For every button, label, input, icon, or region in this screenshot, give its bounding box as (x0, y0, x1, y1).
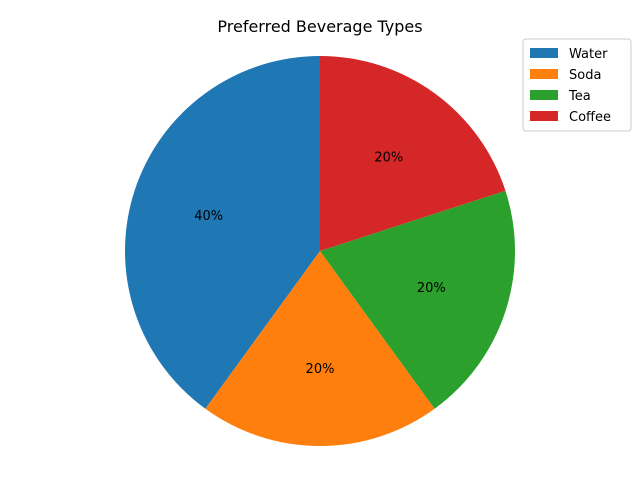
legend-label-coffee: Coffee (569, 110, 611, 125)
pie-slice-coffee (320, 56, 506, 251)
legend-swatch-water (530, 48, 558, 58)
legend-swatch-coffee (530, 111, 558, 121)
pie-slice-tea (320, 190, 515, 409)
legend-swatch-soda (530, 69, 558, 79)
pct-label-soda: 20% (306, 362, 335, 377)
legend-swatch-tea (530, 90, 558, 100)
pct-label-tea: 20% (417, 281, 446, 296)
pie-slice-soda (205, 251, 435, 446)
percentage-labels: 40% 20% 20% 20% (194, 150, 445, 377)
pct-label-coffee: 20% (374, 150, 403, 165)
legend-items: Water Soda Tea Coffee (530, 47, 611, 125)
pie-slices (125, 56, 515, 446)
legend-frame (522, 38, 632, 132)
chart-title: Preferred Beverage Types (217, 17, 422, 36)
pct-label-water: 40% (194, 209, 223, 224)
legend-label-soda: Soda (569, 68, 601, 83)
legend-label-water: Water (569, 47, 608, 62)
pie-slice-water (125, 56, 320, 409)
legend: Water Soda Tea Coffee (522, 38, 632, 132)
legend-label-tea: Tea (568, 89, 591, 104)
